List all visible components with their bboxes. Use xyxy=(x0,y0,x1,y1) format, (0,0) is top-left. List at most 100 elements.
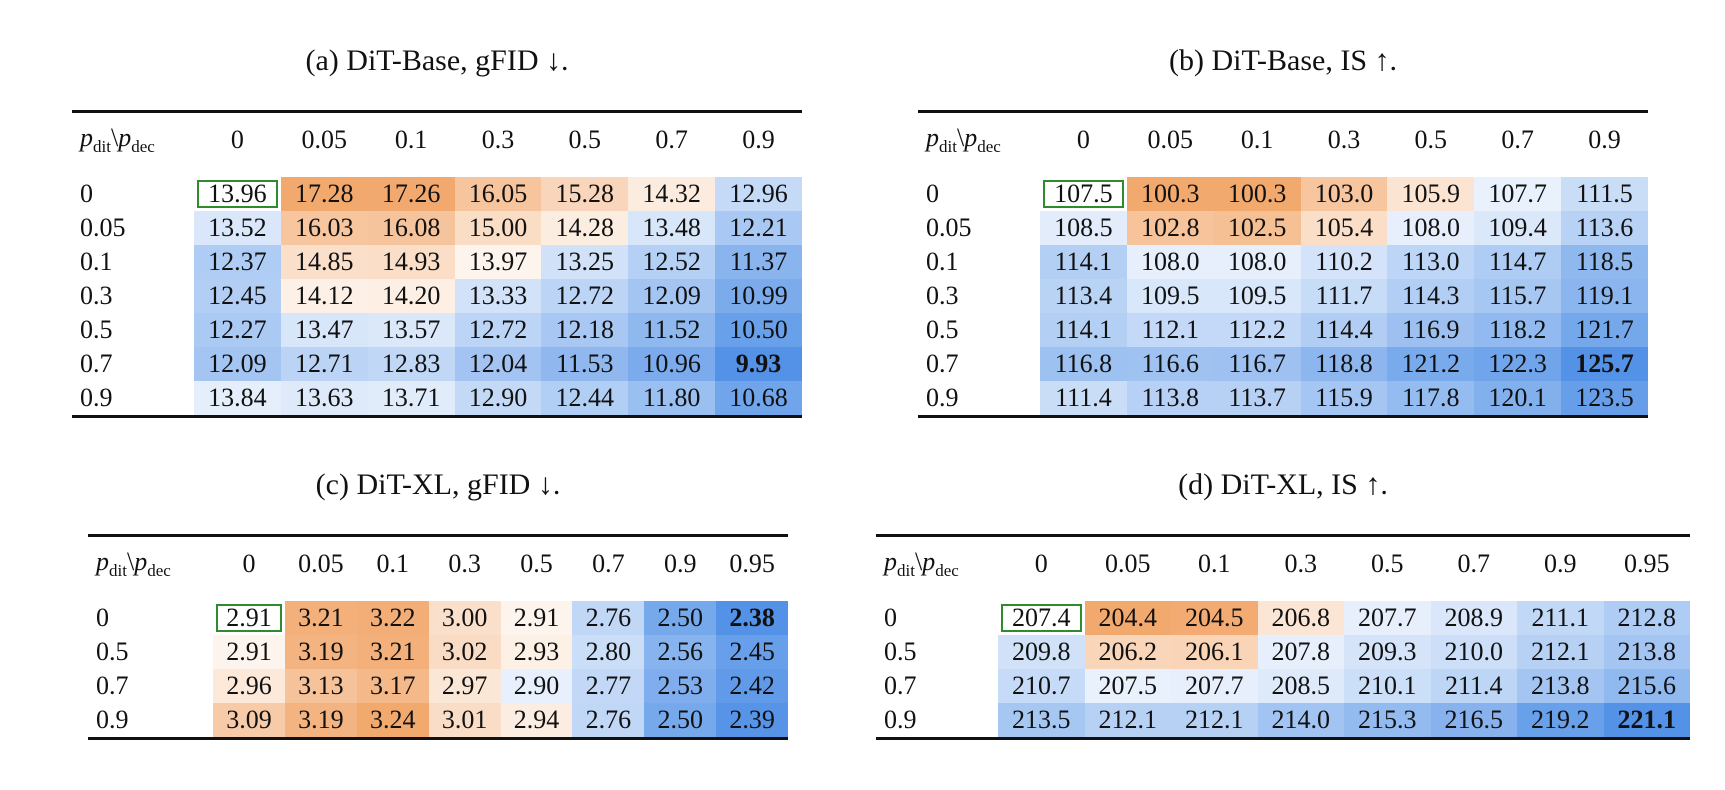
table-row: 0.7 12.09 12.71 12.83 12.04 11.53 10.96 9.93 xyxy=(72,347,802,381)
column-header: 0.9 xyxy=(663,549,697,578)
column-header: 0.7 xyxy=(655,125,688,154)
value-cell: 3.01 xyxy=(428,703,501,737)
var-label: pdec xyxy=(922,546,959,581)
column-header: 0.9 xyxy=(1588,125,1621,154)
value-cell: 12.18 xyxy=(541,313,629,347)
best-value-cell: 2.38 xyxy=(716,601,788,635)
value-cell: 3.21 xyxy=(284,601,357,635)
value-cell: 13.63 xyxy=(280,381,368,415)
value-cell: 13.52 xyxy=(194,211,281,245)
column-header: 0.7 xyxy=(1501,125,1534,154)
value-cell: 213.8 xyxy=(1603,635,1690,669)
value-cell: 109.5 xyxy=(1126,279,1214,313)
table-panel-d: (d) DiT-XL, IS ↑. pdit\pdec 0 0.05 0.1 0.3 0.… xyxy=(876,468,1690,768)
row-label: 0.5 xyxy=(96,637,129,666)
value-cell: 107.7 xyxy=(1474,177,1562,211)
row-label: 0.3 xyxy=(80,281,113,310)
column-header: 0 xyxy=(1076,125,1090,154)
table-row: 0.5 2.91 3.19 3.21 3.02 2.93 2.80 2.56 2.45 xyxy=(88,635,788,669)
value-cell: 12.04 xyxy=(454,347,542,381)
value-cell: 114.4 xyxy=(1300,313,1388,347)
value-cell: 111.4 xyxy=(1040,381,1127,415)
value-cell: 12.09 xyxy=(194,347,281,381)
value-cell: 2.56 xyxy=(644,635,717,669)
value-cell: 219.2 xyxy=(1517,703,1604,737)
column-header: 0.3 xyxy=(448,549,481,578)
value-cell: 211.4 xyxy=(1430,669,1517,703)
results-table: pdit\pdec 0 0.05 0.1 0.3 0.5 0.7 0.9 0.95 0 2.91 3.… xyxy=(88,534,788,740)
value-cell: 113.7 xyxy=(1213,381,1301,415)
row-label: 0.3 xyxy=(926,281,959,310)
value-cell: 10.68 xyxy=(715,381,802,415)
value-cell: 3.13 xyxy=(284,669,357,703)
value-cell: 14.28 xyxy=(541,211,629,245)
table-row: 0.5 12.27 13.47 13.57 12.72 12.18 11.52 10.50 xyxy=(72,313,802,347)
value-cell: 114.1 xyxy=(1040,313,1127,347)
value-cell: 12.37 xyxy=(194,245,281,279)
value-cell: 211.1 xyxy=(1517,601,1604,635)
row-label: 0.7 xyxy=(96,671,129,700)
value-cell: 207.5 xyxy=(1084,669,1171,703)
best-value-cell: 9.93 xyxy=(715,347,802,381)
value-cell: 14.93 xyxy=(367,245,455,279)
value-cell: 2.94 xyxy=(500,703,573,737)
value-cell: 12.71 xyxy=(280,347,368,381)
spacer-row xyxy=(72,167,802,177)
value-cell: 2.53 xyxy=(644,669,717,703)
column-header: 0.3 xyxy=(1284,549,1318,578)
table-row: 0.7 210.7 207.5 207.7 208.5 210.1 211.4 213.8 21… xyxy=(876,669,1690,703)
spacer-row xyxy=(88,591,788,601)
value-cell: 2.96 xyxy=(213,669,285,703)
value-cell: 112.2 xyxy=(1213,313,1301,347)
value-cell: 3.09 xyxy=(213,703,285,737)
value-cell: 123.5 xyxy=(1561,381,1648,415)
value-cell: 11.52 xyxy=(628,313,716,347)
value-cell: 2.77 xyxy=(572,669,645,703)
value-cell: 12.21 xyxy=(715,211,802,245)
value-cell: 12.72 xyxy=(454,313,542,347)
row-label: 0.05 xyxy=(926,213,972,242)
row-label: 0.9 xyxy=(926,383,959,412)
column-header: 0 xyxy=(230,125,244,154)
value-cell: 114.3 xyxy=(1387,279,1475,313)
row-label: 0 xyxy=(96,603,109,632)
value-cell: 13.33 xyxy=(454,279,542,313)
value-cell: 2.93 xyxy=(500,635,573,669)
value-cell: 3.21 xyxy=(356,635,429,669)
value-cell: 113.0 xyxy=(1387,245,1475,279)
value-cell: 2.90 xyxy=(500,669,573,703)
value-cell: 3.22 xyxy=(356,601,429,635)
value-cell: 2.42 xyxy=(716,669,788,703)
value-cell: 102.8 xyxy=(1126,211,1214,245)
value-cell: 113.4 xyxy=(1040,279,1127,313)
row-label: 0.9 xyxy=(96,705,129,734)
value-cell: 3.24 xyxy=(356,703,429,737)
value-cell: 213.8 xyxy=(1517,669,1604,703)
value-cell: 12.44 xyxy=(541,381,629,415)
value-cell: 3.02 xyxy=(428,635,501,669)
value-cell: 108.0 xyxy=(1387,211,1475,245)
value-cell: 212.1 xyxy=(1517,635,1604,669)
table-row: 0.9 13.84 13.63 13.71 12.90 12.44 11.80 10.68 xyxy=(72,381,802,415)
value-cell: 209.8 xyxy=(998,635,1085,669)
results-table: pdit\pdec 0 0.05 0.1 0.3 0.5 0.7 0.9 0 107.5 100.3… xyxy=(918,110,1648,418)
value-cell: 2.50 xyxy=(644,601,717,635)
value-cell: 14.32 xyxy=(628,177,716,211)
value-cell: 207.7 xyxy=(1344,601,1431,635)
value-cell: 208.9 xyxy=(1430,601,1517,635)
separator: \ xyxy=(914,546,923,576)
table-row: 0.3 12.45 14.12 14.20 13.33 12.72 12.09 10.99 xyxy=(72,279,802,313)
value-cell: 112.1 xyxy=(1126,313,1214,347)
row-label: 0.9 xyxy=(80,383,113,412)
value-cell: 212.8 xyxy=(1603,601,1690,635)
value-cell: 13.47 xyxy=(280,313,368,347)
table-panel-c: (c) DiT-XL, gFID ↓. pdit\pdec 0 0.05 0.1 0.3… xyxy=(88,468,788,768)
column-header: 0.9 xyxy=(1544,549,1577,578)
column-header: 0.05 xyxy=(301,125,348,154)
value-cell: 17.28 xyxy=(280,177,368,211)
table-row: 0.7 2.96 3.13 3.17 2.97 2.90 2.77 2.53 2.42 xyxy=(88,669,788,703)
value-cell: 215.3 xyxy=(1344,703,1431,737)
column-header: 0.3 xyxy=(481,125,515,154)
column-header: 0.1 xyxy=(1198,549,1231,578)
value-cell: 210.1 xyxy=(1344,669,1431,703)
